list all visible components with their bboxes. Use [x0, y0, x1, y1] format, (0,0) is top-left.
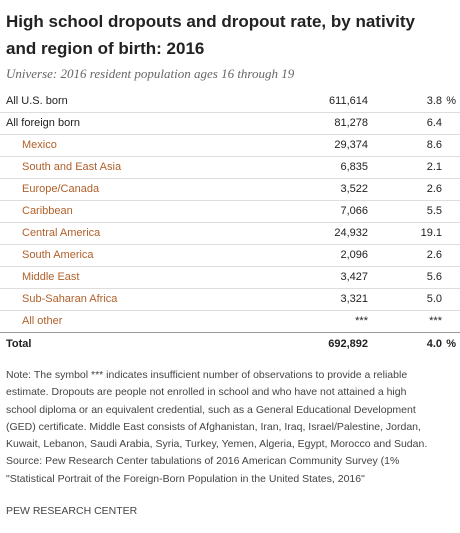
table-row: Europe/Canada 3,522 2.6: [0, 178, 460, 201]
note-line: "Statistical Portrait of the Foreign-Bor…: [6, 472, 365, 485]
row-label: All other: [22, 315, 63, 327]
table-row: South and East Asia 6,835 2.1: [0, 156, 460, 179]
table-row: Sub-Saharan Africa 3,321 5.0: [0, 288, 460, 311]
row-count: 692,892: [328, 338, 368, 350]
note-line: estimate. Dropouts are people not enroll…: [6, 386, 407, 399]
row-unit: %: [446, 95, 456, 107]
row-label: All U.S. born: [6, 95, 68, 107]
note-line: school diploma or an equivalent credenti…: [6, 403, 416, 416]
row-label: Central America: [22, 227, 101, 239]
row-count: 6,835: [340, 161, 368, 173]
row-count: ***: [355, 315, 368, 327]
subtitle: Universe: 2016 resident population ages …: [6, 66, 295, 81]
row-count: 7,066: [340, 205, 368, 217]
row-count: 2,096: [340, 249, 368, 261]
row-rate: 6.4: [426, 117, 442, 129]
row-label: Europe/Canada: [22, 183, 100, 195]
row-count: 24,932: [334, 227, 368, 239]
row-label: South America: [22, 249, 94, 261]
table-row: All foreign born 81,278 6.4: [0, 112, 460, 135]
row-count: 3,427: [340, 271, 368, 283]
table-row: All U.S. born 611,614 3.8%: [0, 90, 460, 113]
row-rate: 2.6: [426, 249, 442, 261]
row-rate: 4.0: [426, 338, 442, 350]
table-row: South America 2,096 2.6: [0, 244, 460, 267]
row-rate: 5.6: [426, 271, 442, 283]
row-rate: 2.1: [426, 161, 442, 173]
note-line: Kuwait, Lebanon, Saudi Arabia, Syria, Tu…: [6, 438, 428, 451]
row-label: Total: [6, 338, 32, 350]
table-row: All other *** ***: [0, 310, 460, 333]
row-rate: 5.5: [426, 205, 442, 217]
row-count: 611,614: [329, 95, 368, 107]
row-count: 3,522: [340, 183, 368, 195]
row-rate: 19.1: [420, 227, 442, 239]
row-label: All foreign born: [6, 117, 80, 129]
row-rate: 3.8: [426, 95, 442, 107]
row-label: South and East Asia: [22, 161, 122, 173]
table-row: Mexico 29,374 8.6: [0, 134, 460, 157]
row-label: Mexico: [22, 139, 57, 151]
row-rate: 2.6: [426, 183, 442, 195]
note-line: (GED) certificate. Middle East consists …: [6, 420, 421, 433]
table-row: Caribbean 7,066 5.5: [0, 200, 460, 223]
note-line: Source: Pew Research Center tabulations …: [6, 455, 400, 468]
row-count: 81,278: [334, 117, 368, 129]
table-row: Total 692,892 4.0%: [0, 332, 460, 355]
title: High school dropouts and dropout rate, b…: [6, 12, 415, 58]
row-rate: 5.0: [426, 293, 442, 305]
row-count: 29,374: [334, 139, 368, 151]
row-label: Caribbean: [22, 205, 73, 217]
table-row: Middle East 3,427 5.6: [0, 266, 460, 289]
row-rate: ***: [429, 315, 442, 327]
row-label: Sub-Saharan Africa: [22, 293, 118, 305]
table-row: Central America 24,932 19.1: [0, 222, 460, 245]
row-unit: %: [446, 338, 456, 350]
row-label: Middle East: [22, 271, 80, 283]
row-count: 3,321: [340, 293, 368, 305]
row-rate: 8.6: [426, 139, 442, 151]
notes: Note: The symbol *** indicates insuffici…: [6, 367, 427, 488]
footer: PEW RESEARCH CENTER: [6, 505, 138, 517]
note-line: Note: The symbol *** indicates insuffici…: [6, 369, 408, 381]
